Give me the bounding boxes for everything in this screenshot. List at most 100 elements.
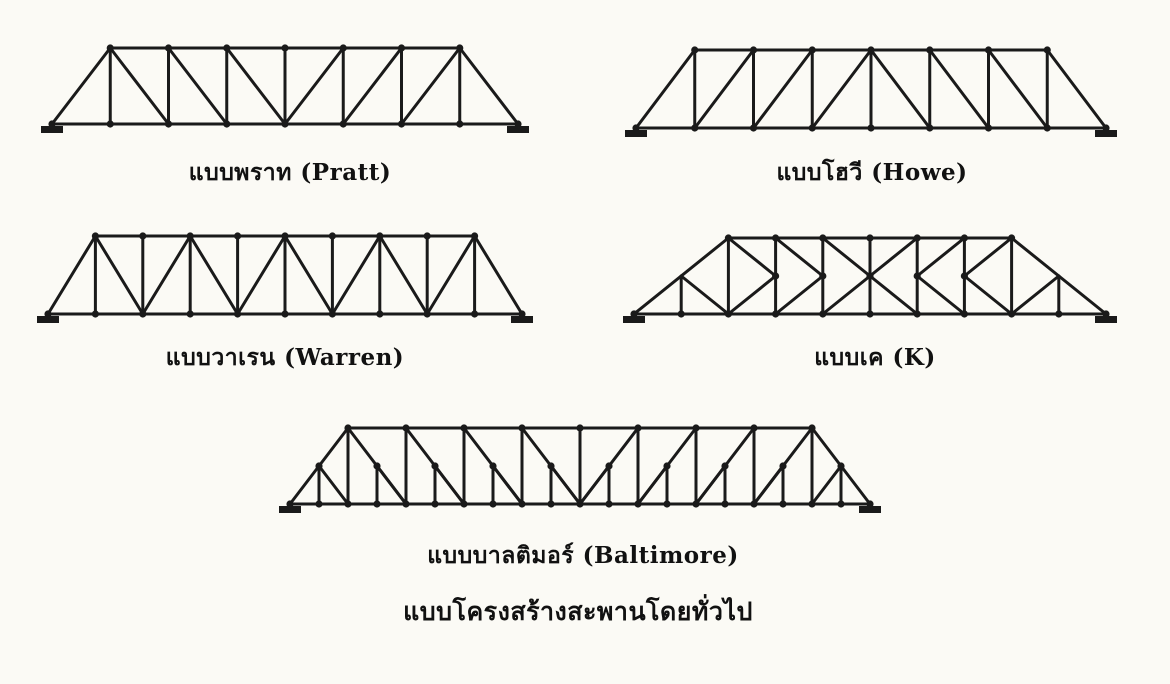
truss-joint <box>423 232 431 240</box>
truss-member <box>141 234 192 316</box>
truss-joint <box>691 46 699 54</box>
support-bearing <box>279 506 301 513</box>
truss-joint <box>984 124 993 132</box>
truss-member <box>473 234 524 316</box>
truss-member <box>425 234 477 316</box>
truss-joint <box>106 44 114 52</box>
truss-member <box>821 274 872 316</box>
truss-joint <box>397 120 406 128</box>
truss-joint <box>867 46 875 54</box>
truss-joint <box>186 232 194 240</box>
truss-member <box>1010 274 1061 316</box>
truss-joint <box>1102 310 1110 318</box>
truss-joint <box>518 500 526 508</box>
truss-joint <box>547 462 555 470</box>
truss-joint <box>397 44 406 52</box>
truss-joint <box>1055 310 1063 318</box>
truss-k <box>623 234 1117 323</box>
truss-joint <box>692 500 700 508</box>
truss-member <box>634 48 697 130</box>
truss-member <box>330 234 382 316</box>
truss-member <box>375 464 408 506</box>
truss-member <box>752 48 814 130</box>
truss-pratt <box>41 44 529 133</box>
truss-joint <box>328 232 336 240</box>
truss-joint <box>663 462 671 470</box>
truss-warren <box>37 232 533 323</box>
truss-joint <box>1043 124 1051 132</box>
truss-joint <box>471 232 479 240</box>
truss-joint <box>1008 310 1016 318</box>
truss-member <box>400 46 462 126</box>
truss-joint <box>692 424 700 432</box>
truss-joint <box>344 500 352 508</box>
truss-baltimore <box>279 424 881 513</box>
truss-member <box>774 236 825 278</box>
truss-joint <box>866 234 874 242</box>
truss-member <box>236 234 287 316</box>
truss-joint <box>808 46 816 54</box>
truss-joint <box>344 424 352 432</box>
truss-joint <box>339 44 347 52</box>
truss-joint <box>1102 124 1110 132</box>
truss-member <box>491 464 524 506</box>
truss-joint <box>281 120 289 128</box>
truss-joint <box>779 500 787 508</box>
truss-joint <box>547 500 555 508</box>
truss-joint <box>471 310 479 318</box>
truss-member <box>928 48 990 130</box>
truss-joint <box>44 310 52 318</box>
truss-joint <box>281 310 289 318</box>
truss-member <box>810 464 843 506</box>
truss-joint <box>328 310 336 318</box>
truss-joint <box>518 424 526 432</box>
truss-joint <box>913 310 921 318</box>
truss-joint <box>139 310 147 318</box>
truss-joint <box>91 232 99 240</box>
truss-joint <box>281 44 289 52</box>
truss-joint <box>724 310 733 318</box>
truss-joint <box>630 310 638 318</box>
truss-member <box>167 46 229 126</box>
truss-joint <box>721 462 729 470</box>
support-bearing <box>625 130 647 137</box>
truss-joint <box>456 120 464 128</box>
truss-member <box>962 236 1014 278</box>
truss-joint <box>315 500 323 508</box>
truss-joint <box>837 462 845 470</box>
truss-howe <box>625 46 1117 137</box>
truss-joint <box>48 120 56 128</box>
truss-joint <box>779 462 787 470</box>
truss-joint <box>402 500 410 508</box>
truss-joint <box>772 310 780 318</box>
truss-member <box>726 274 778 316</box>
truss-joint <box>960 234 969 242</box>
truss-joint <box>139 232 147 240</box>
truss-member <box>821 236 872 278</box>
truss-joint <box>223 44 231 52</box>
truss-joint <box>808 124 816 132</box>
truss-member <box>283 234 334 316</box>
truss-joint <box>281 232 289 240</box>
truss-joint <box>576 500 584 508</box>
truss-member <box>188 234 240 316</box>
truss-joint <box>837 500 845 508</box>
truss-joint <box>234 232 242 240</box>
truss-joint <box>750 500 758 508</box>
label-pratt: แบบพราท (Pratt) <box>188 159 392 186</box>
truss-member <box>810 48 873 130</box>
truss-joint <box>819 310 827 318</box>
truss-member <box>693 48 755 130</box>
truss-member <box>549 464 582 506</box>
truss-member <box>225 46 287 126</box>
support-bearing <box>41 126 63 133</box>
truss-joint <box>373 500 381 508</box>
truss-joint <box>286 500 294 508</box>
truss-member <box>46 234 97 316</box>
truss-joint <box>164 44 173 52</box>
truss-joint <box>376 310 384 318</box>
truss-joint <box>164 120 173 128</box>
truss-joint <box>339 120 347 128</box>
truss-member <box>1045 48 1108 130</box>
label-k: แบบเค (K) <box>814 344 936 371</box>
